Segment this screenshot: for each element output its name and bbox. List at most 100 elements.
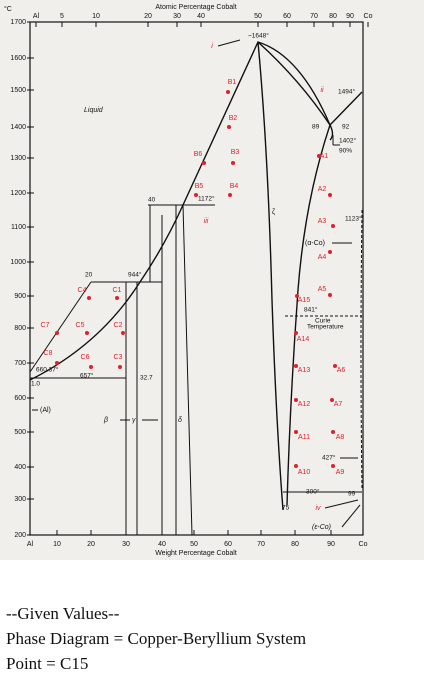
given-line: Point = C15 [6, 654, 88, 673]
point-label: A7 [334, 401, 343, 408]
left-tick-label: 600 [14, 395, 26, 402]
temperature-unit: °C [4, 5, 12, 13]
point-dot [328, 193, 332, 197]
point-dot [333, 364, 337, 368]
phase-label: β [103, 417, 108, 424]
point-dot [294, 364, 298, 368]
point-dot [231, 161, 235, 165]
dashed-boundary [360, 209, 363, 491]
point-dot [331, 430, 335, 434]
point-label: A3 [318, 218, 327, 225]
point-dot [294, 464, 298, 468]
phase-boundaries [29, 41, 363, 536]
point-label: C8 [44, 350, 53, 357]
liquidus [29, 41, 363, 381]
top-tick-label: 90 [346, 13, 354, 20]
annotation: 89 [312, 124, 320, 131]
point-dot [55, 361, 59, 365]
point-label: A2 [318, 186, 327, 193]
bottom-tick-label: Al [27, 541, 34, 548]
point-label: B2 [229, 115, 238, 122]
point-label: B5 [195, 183, 204, 190]
point-label: A14 [297, 336, 310, 343]
top-tick-label: 50 [254, 13, 262, 20]
point-dot [295, 294, 299, 298]
top-tick-label: Co [364, 13, 373, 20]
top-tick-label: 30 [173, 13, 181, 20]
point-label: A5 [318, 286, 327, 293]
left-tick-label: 800 [14, 325, 26, 332]
point-dot [328, 250, 332, 254]
annotation: 657° [80, 372, 94, 380]
reaction-label: iv [315, 505, 321, 512]
zeta-boundary-left [257, 41, 284, 511]
alpha-boundary [286, 124, 331, 506]
phase-label: δ [178, 417, 182, 424]
annotation: 75 [282, 505, 290, 512]
point-dot [85, 331, 89, 335]
point-label: A10 [298, 469, 311, 476]
annotation: 40 [148, 197, 156, 204]
given-line: Phase Diagram = Copper-Beryllium System [6, 629, 306, 648]
point-dot [328, 293, 332, 297]
point-label: A9 [336, 469, 345, 476]
point-dot [202, 161, 206, 165]
bottom-tick-label: 10 [53, 541, 61, 548]
left-tick-label: 1500 [10, 87, 26, 94]
annotation: 20 [85, 272, 93, 279]
top-tick-label: Al [33, 13, 40, 20]
point-dot [194, 193, 198, 197]
point-label: C5 [76, 322, 85, 329]
top-tick-label: 10 [92, 13, 100, 20]
point-label: A1 [320, 153, 329, 160]
bottom-tick-label: 60 [224, 541, 232, 548]
point-label: A8 [336, 434, 345, 441]
bottom-tick-label: 40 [158, 541, 166, 548]
annotation: 1123° [345, 215, 362, 223]
left-tick-label: 1700 [10, 19, 26, 26]
top-tick-label: 60 [283, 13, 291, 20]
point-dot [317, 154, 321, 158]
point-dot [87, 296, 91, 300]
bottom-tick-label: 80 [291, 541, 299, 548]
point-dot [331, 224, 335, 228]
annotation: 841° [304, 306, 318, 314]
left-tick-label: 1200 [10, 190, 26, 197]
arrows [32, 39, 361, 528]
bottom-tick-label: 70 [257, 541, 265, 548]
point-label: A11 [298, 434, 310, 441]
arrow [324, 499, 359, 509]
given-heading: --Given Values-- [6, 604, 120, 623]
point-dot [121, 331, 125, 335]
top-tick-label: 5 [60, 13, 64, 20]
annotation: 427° [322, 454, 336, 462]
point-dot [330, 398, 334, 402]
reaction-label: i [211, 43, 213, 50]
left-tick-label: 900 [14, 293, 26, 300]
point-label: B6 [194, 151, 203, 158]
point-dot [226, 90, 230, 94]
annotation: 660.37° [36, 366, 59, 374]
point-label: C2 [114, 322, 123, 329]
top-tick-label: 20 [144, 13, 152, 20]
bottom-tick-label: Co [359, 541, 368, 548]
phase-label: Liquid [84, 107, 104, 114]
phase-label: ζ [272, 209, 275, 216]
annotation: 1172° [198, 195, 215, 203]
point-label: C7 [41, 322, 50, 329]
left-tick-label: 1300 [10, 155, 26, 162]
phase-label: γ [132, 417, 136, 424]
top-tick-label: 40 [197, 13, 205, 20]
point-label: B3 [231, 149, 240, 156]
point-label: C4 [78, 287, 87, 294]
annotation: 300° [306, 488, 320, 496]
plot-frame [29, 21, 364, 536]
diagram-background [0, 0, 424, 560]
left-tick-label: 1000 [10, 259, 26, 266]
left-tick-label: 200 [14, 532, 26, 539]
point-dot [89, 365, 93, 369]
boundary [182, 204, 193, 536]
left-tick-label: 500 [14, 429, 26, 436]
point-label: C6 [81, 354, 90, 361]
left-tick-label: 1400 [10, 124, 26, 131]
